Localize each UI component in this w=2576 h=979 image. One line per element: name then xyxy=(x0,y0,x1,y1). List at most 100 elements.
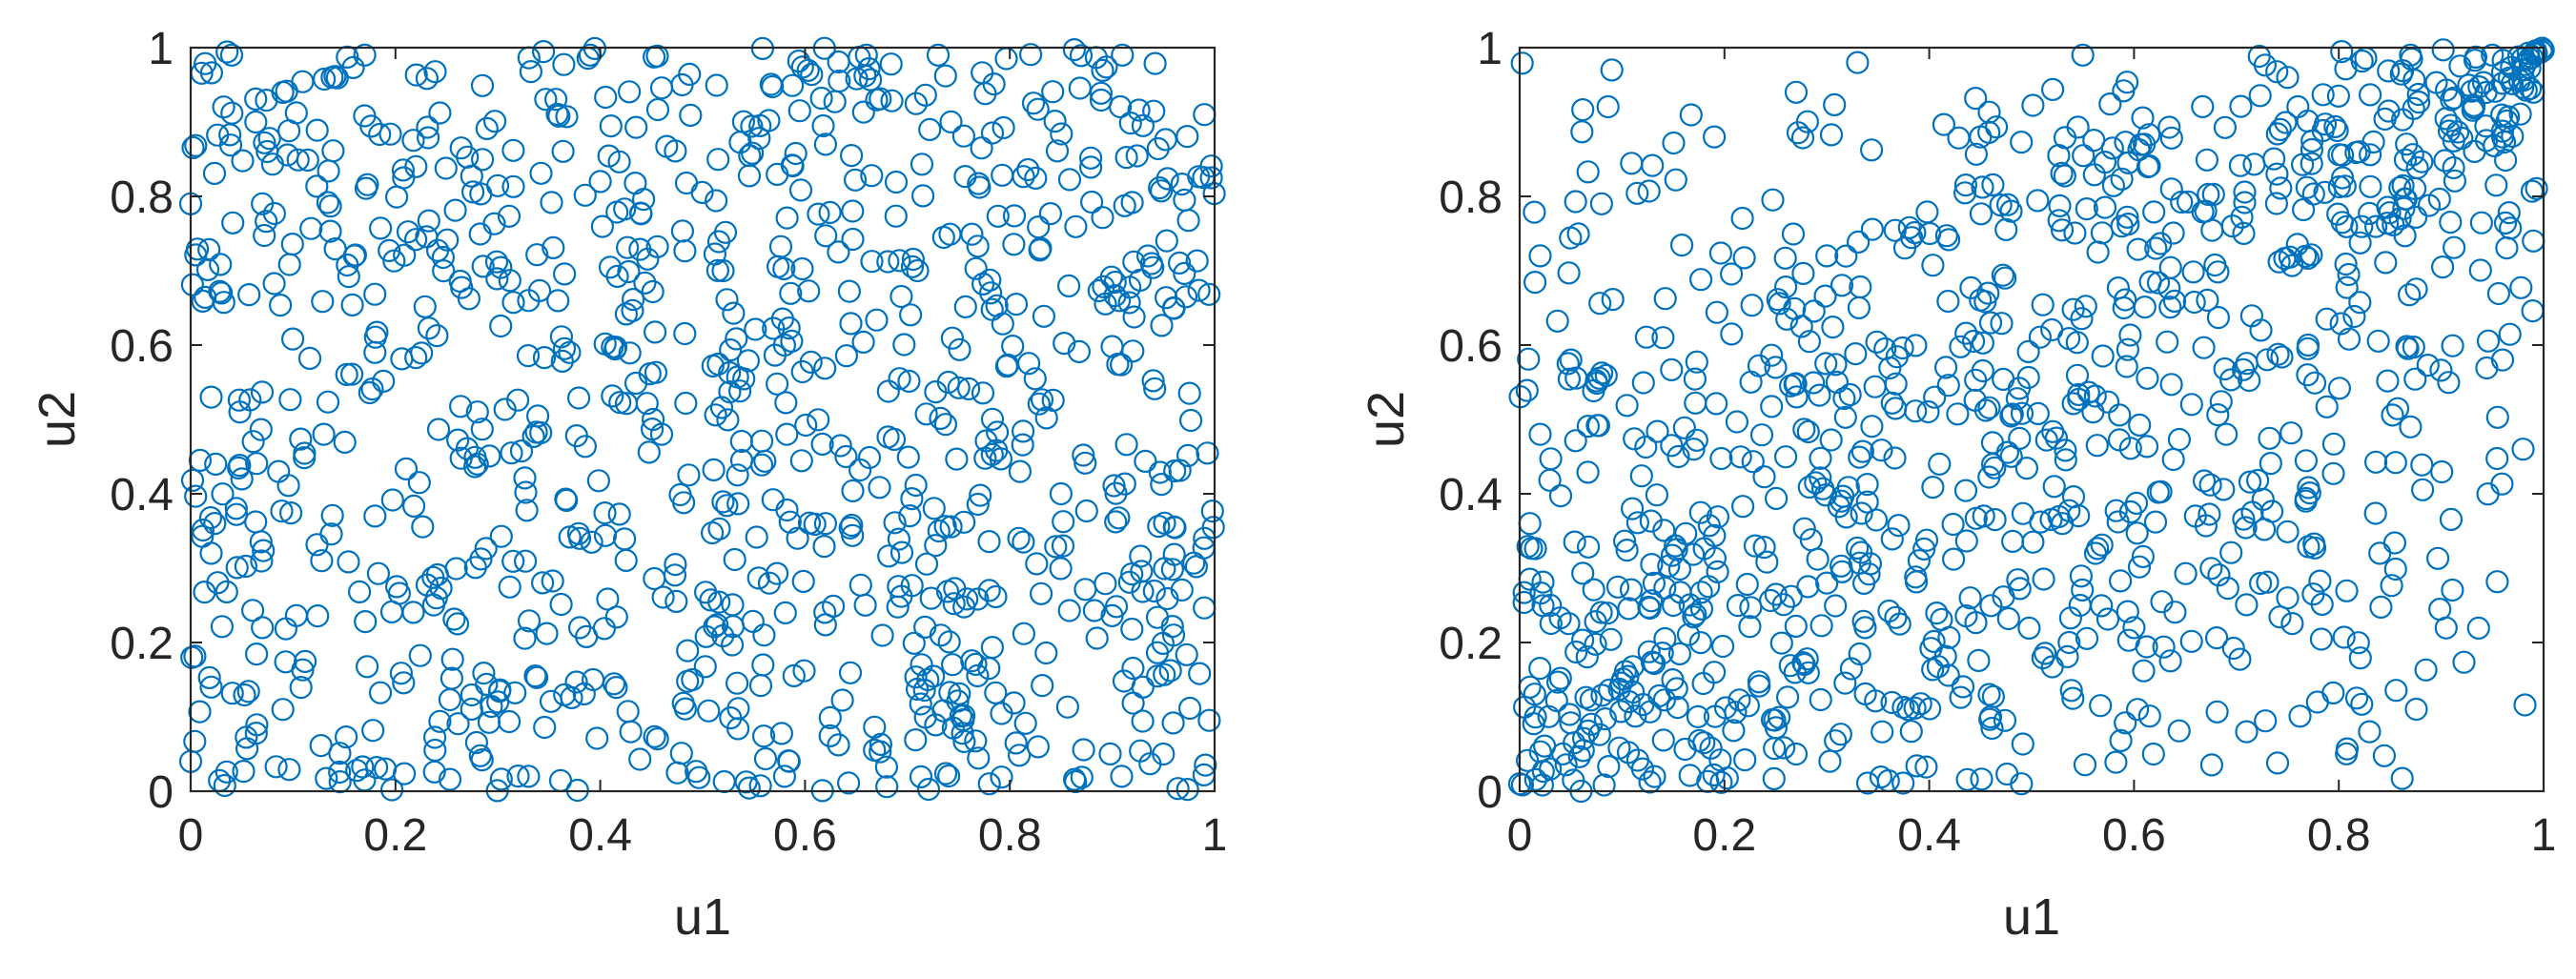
data-point xyxy=(1715,766,1739,790)
data-point xyxy=(392,671,416,695)
data-point xyxy=(1736,694,1761,718)
data-point xyxy=(1515,748,1540,772)
data-point xyxy=(2131,106,2155,130)
data-point xyxy=(1815,571,1839,595)
data-point xyxy=(2200,218,2224,242)
data-point xyxy=(421,565,445,589)
data-point xyxy=(2229,94,2253,118)
data-point xyxy=(601,384,624,408)
data-point xyxy=(2238,470,2262,494)
data-point xyxy=(803,512,827,537)
data-point xyxy=(218,123,242,147)
data-point xyxy=(2124,491,2149,516)
data-point xyxy=(1523,683,1546,706)
data-point xyxy=(1528,740,1552,764)
data-point xyxy=(1855,473,1879,497)
data-point xyxy=(2207,563,2231,587)
data-point xyxy=(1809,687,1832,712)
data-point xyxy=(1647,683,1671,708)
data-point xyxy=(1688,630,1712,655)
data-point xyxy=(1634,325,1659,349)
data-point xyxy=(2149,232,2173,255)
data-point xyxy=(337,265,360,289)
data-point xyxy=(2294,449,2318,473)
data-point xyxy=(1045,139,1070,163)
data-point xyxy=(262,201,286,226)
data-point xyxy=(1914,755,1938,779)
data-point xyxy=(898,303,923,327)
data-point xyxy=(704,189,728,213)
data-point xyxy=(1860,415,1884,439)
data-point xyxy=(489,314,513,338)
data-point xyxy=(393,762,417,785)
data-point xyxy=(1593,706,1618,731)
data-point xyxy=(2265,162,2289,186)
data-point xyxy=(2110,167,2134,191)
data-point xyxy=(2014,457,2038,480)
x-tick-label: 0 xyxy=(178,810,204,861)
data-point xyxy=(365,755,389,780)
data-point xyxy=(1858,552,1883,576)
data-point xyxy=(1120,561,1144,586)
data-point xyxy=(2156,330,2179,354)
data-point xyxy=(1027,392,1051,416)
data-point xyxy=(2337,327,2361,351)
data-point xyxy=(2313,180,2337,204)
data-point xyxy=(924,533,948,558)
data-point xyxy=(1584,371,1609,396)
data-point xyxy=(509,439,534,463)
data-point xyxy=(1146,664,1170,688)
data-point xyxy=(443,198,467,222)
data-point xyxy=(546,289,570,313)
data-point xyxy=(664,589,688,614)
data-point xyxy=(2426,546,2450,570)
data-point xyxy=(2439,113,2463,137)
data-point xyxy=(1672,416,1696,439)
data-point xyxy=(1951,675,1975,699)
data-point xyxy=(1686,704,1710,729)
data-point xyxy=(898,503,922,528)
data-point xyxy=(1949,685,1973,709)
data-point xyxy=(2410,453,2434,477)
data-point xyxy=(1958,586,1982,610)
data-point xyxy=(497,204,521,228)
data-point xyxy=(378,238,401,262)
axis-ticks xyxy=(190,47,1216,792)
data-point xyxy=(1052,510,1075,534)
data-point xyxy=(649,76,674,100)
data-point xyxy=(2167,719,2191,743)
data-point xyxy=(1790,126,1815,150)
data-point xyxy=(1564,190,1587,214)
data-point xyxy=(353,43,377,67)
data-point xyxy=(411,515,435,539)
data-point xyxy=(1869,765,1893,789)
data-point xyxy=(2483,133,2506,157)
data-point xyxy=(2075,626,2099,650)
data-point xyxy=(896,445,920,469)
data-point xyxy=(1953,181,1977,205)
data-point xyxy=(2462,95,2485,120)
data-point xyxy=(541,569,564,593)
data-point xyxy=(685,760,708,784)
data-point xyxy=(1025,552,1049,576)
data-point xyxy=(2433,149,2457,173)
data-point xyxy=(2048,194,2072,217)
data-point xyxy=(588,170,612,194)
data-point xyxy=(2359,83,2382,107)
data-point xyxy=(2192,469,2217,493)
data-point xyxy=(914,402,938,426)
data-point xyxy=(1141,255,1165,279)
data-point xyxy=(2493,211,2518,235)
data-point xyxy=(401,129,425,153)
data-point xyxy=(2274,111,2298,134)
data-point xyxy=(1688,268,1713,292)
data-point xyxy=(1834,244,1858,268)
data-point xyxy=(2199,753,2223,777)
data-point xyxy=(257,127,281,151)
data-point xyxy=(1125,144,1149,168)
data-point xyxy=(966,587,990,611)
data-point xyxy=(1004,731,1028,755)
data-point xyxy=(2278,245,2301,269)
data-point xyxy=(702,458,726,481)
data-point xyxy=(841,199,865,223)
